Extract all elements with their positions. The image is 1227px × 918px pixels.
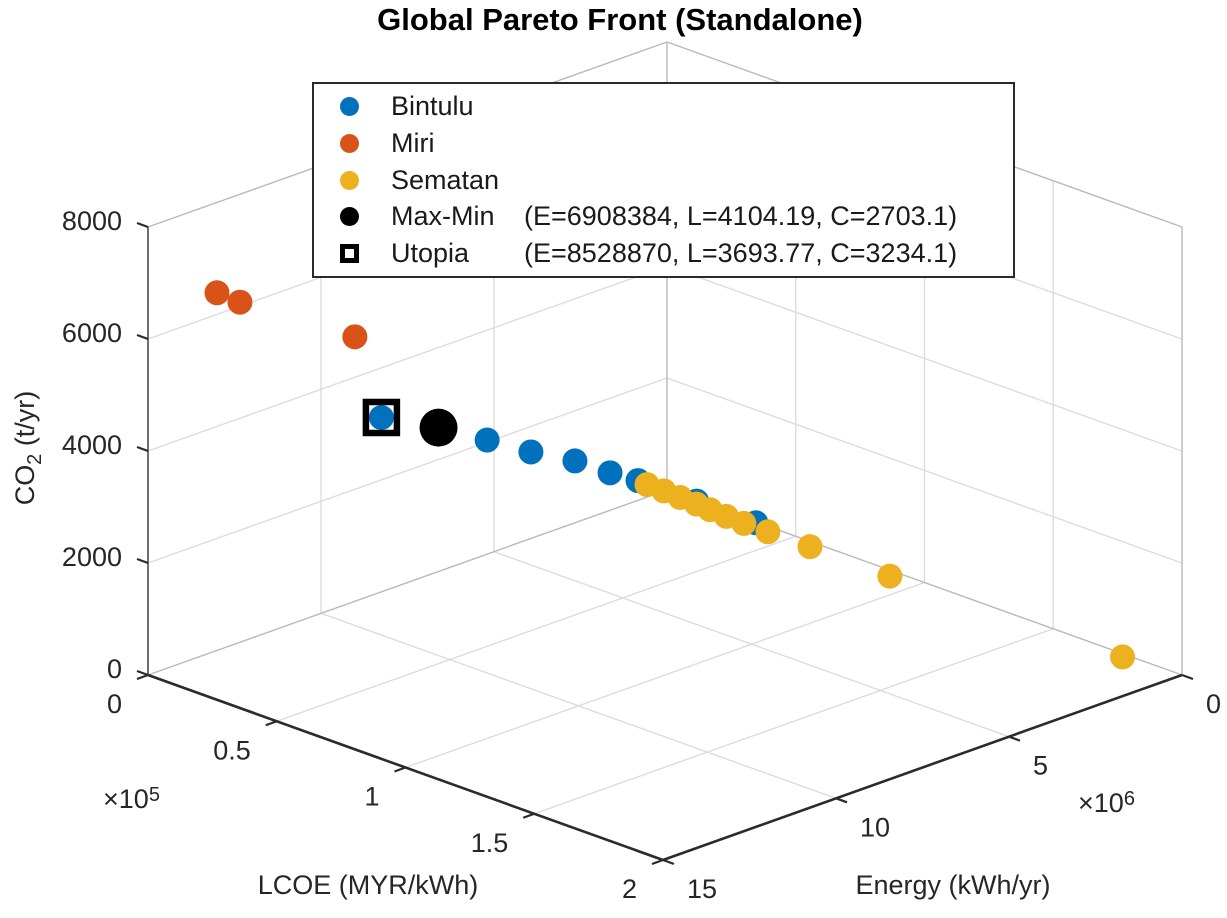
legend: Bintulu Miri Sematan Max-Min (E=6908384, L=4…: [312, 82, 1015, 278]
left-wall-gridline-z: [147, 265, 668, 452]
legend-label: Bintulu: [391, 91, 474, 121]
z-tick-label: 0: [107, 654, 122, 684]
marker-miri: [342, 324, 368, 350]
x-tick: [136, 673, 149, 681]
y-axis-multiplier: ×106: [1078, 788, 1135, 819]
x-tick: [394, 766, 406, 773]
legend-rows: Bintulu Miri Sematan Max-Min (E=6908384, L=4…: [314, 84, 1013, 276]
marker-sematan: [755, 519, 781, 545]
circle-marker-icon: [340, 207, 359, 227]
x-multiplier-base: ×10: [103, 784, 149, 814]
legend-label: Max-Min: [391, 201, 495, 232]
marker-bintulu: [368, 404, 394, 430]
floor-gridline-x: [405, 581, 925, 769]
x-tick-label: 0.5: [213, 735, 251, 765]
y-tick: [1008, 735, 1021, 742]
marker-miri: [227, 289, 253, 315]
y-tick-label: 10: [860, 812, 890, 842]
y-tick-label: 15: [687, 874, 717, 904]
z-tick-label: 2000: [62, 542, 122, 572]
marker-bintulu: [562, 448, 588, 474]
x-tick: [651, 858, 664, 866]
x-tick-label: 0: [107, 689, 122, 719]
marker-bintulu: [597, 460, 623, 486]
floor-gridline-y: [320, 612, 837, 799]
legend-label: Utopia: [391, 238, 470, 268]
marker-sematan: [731, 510, 757, 536]
marker-utopia: [362, 398, 401, 437]
y-tick: [1181, 673, 1194, 681]
x-tick-label: 2: [622, 874, 637, 904]
marker-sematan: [877, 563, 903, 589]
legend-item-max-min: Max-Min (E=6908384, L=4104.19, C=2703.1): [314, 203, 1013, 230]
floor-gridline-x: [534, 628, 1054, 815]
y-tick: [662, 858, 675, 866]
z-tick-label: 8000: [62, 206, 122, 236]
z-tick-label: 4000: [62, 430, 122, 460]
marker-sematan: [797, 534, 823, 560]
circle-marker-icon: [340, 133, 359, 153]
z-tick: [136, 445, 149, 453]
x-tick-label: 1.5: [471, 828, 509, 858]
y-multiplier-base: ×10: [1078, 788, 1124, 818]
legend-item-miri: Miri: [314, 127, 1013, 158]
marker-bintulu: [518, 439, 544, 465]
y-tick-label: 5: [1033, 751, 1048, 781]
legend-item-sematan: Sematan: [314, 164, 1013, 195]
circle-marker-icon: [340, 97, 359, 116]
marker-max-min: [419, 408, 458, 447]
legend-label: Miri: [391, 127, 435, 158]
y-tick-label: 0: [1206, 689, 1221, 719]
legend-item-bintulu: Bintulu: [314, 93, 1013, 120]
floor-back-left-edge: [147, 489, 668, 676]
y-tick: [835, 797, 848, 804]
z-tick: [136, 669, 149, 677]
y-axis-title: Energy (kWh/yr): [855, 870, 1051, 900]
y-multiplier-exponent: 6: [1123, 788, 1135, 810]
chart-title: Global Pareto Front (Standalone): [377, 2, 863, 37]
z-tick: [136, 333, 149, 341]
x-axis-title: LCOE (MYR/kWh): [257, 870, 479, 900]
z-tick: [136, 557, 149, 565]
marker-sematan: [1110, 644, 1136, 670]
floor-gridline-x: [276, 535, 796, 722]
z-tick-label: 6000: [62, 318, 122, 348]
left-wall-gridline-z: [147, 377, 668, 564]
z-tick: [136, 221, 149, 229]
legend-label: Sematan: [391, 164, 500, 195]
x-axis-multiplier: ×105: [103, 784, 160, 815]
open-square-marker-icon: [340, 244, 359, 263]
floor-gridline-y: [493, 551, 1010, 738]
marker-miri: [204, 280, 230, 306]
legend-item-utopia: Utopia (E=8528870, L=3693.77, C=3234.1): [314, 240, 1013, 267]
circle-marker-icon: [340, 170, 359, 190]
y-axis-line: [662, 673, 1183, 862]
x-tick: [265, 720, 278, 727]
marker-bintulu: [474, 427, 500, 453]
x-tick-label: 1: [364, 782, 379, 812]
x-multiplier-exponent: 5: [148, 784, 160, 806]
legend-detail: (E=6908384, L=4104.19, C=2703.1): [524, 201, 958, 232]
x-tick: [522, 812, 535, 819]
z-axis-title: CO2 (t/yr): [10, 391, 46, 506]
legend-detail: (E=8528870, L=3693.77, C=3234.1): [524, 238, 958, 268]
